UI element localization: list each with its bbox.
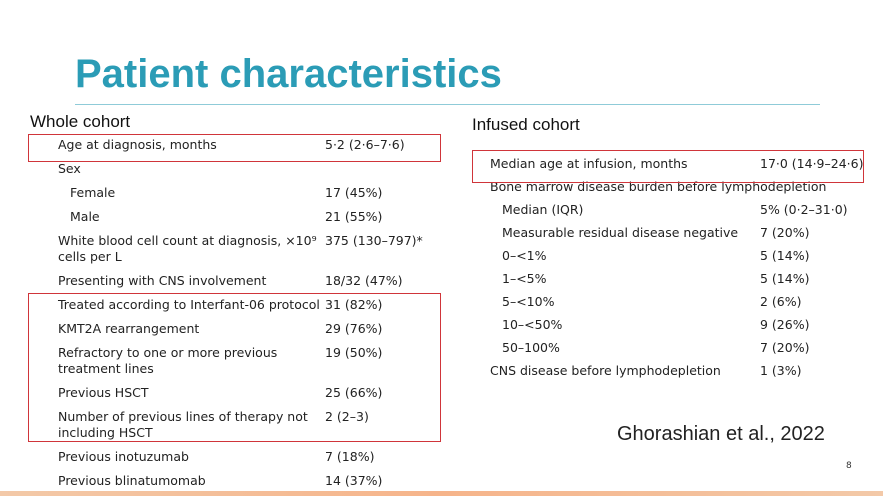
table-row: 50–100% 7 (20%) — [490, 336, 863, 359]
infused-cohort-table: Median age at infusion, months 17·0 (14·9… — [490, 152, 863, 382]
row-label: Measurable residual disease negative — [502, 225, 739, 240]
row-label: Sex — [58, 161, 81, 176]
citation: Ghorashian et al., 2022 — [617, 423, 825, 445]
row-value: 25 (66%) — [325, 385, 383, 400]
page-number: 8 — [846, 461, 852, 471]
table-row: Female 17 (45%) — [58, 181, 423, 205]
highlight-box — [28, 293, 441, 442]
row-value: 14 (37%) — [325, 473, 383, 488]
whole-cohort-table: Age at diagnosis, months 5·2 (2·6–7·6) Sex… — [58, 133, 423, 493]
row-value: 2 (2–3) — [325, 409, 369, 424]
table-row: Number of previous lines of therapy not … — [58, 405, 423, 445]
row-label: 0–<1% — [502, 248, 547, 263]
table-row: Male 21 (55%) — [58, 205, 423, 229]
row-label: Previous inotuzumab — [58, 449, 189, 464]
row-value: 5 (14%) — [760, 271, 810, 286]
row-label: 50–100% — [502, 340, 560, 355]
row-label: CNS disease before lymphodepletion — [490, 363, 721, 378]
row-label: KMT2A rearrangement — [58, 321, 200, 336]
row-label: Female — [70, 185, 116, 200]
divider — [75, 104, 820, 105]
row-label: Median age at infusion, months — [490, 156, 688, 171]
table-row: Measurable residual disease negative 7 (2… — [490, 221, 863, 244]
row-value: 29 (76%) — [325, 321, 383, 336]
table-row: Median (IQR) 5% (0·2–31·0) — [490, 198, 863, 221]
table-row: KMT2A rearrangement 29 (76%) — [58, 317, 423, 341]
row-value: 7 (20%) — [760, 225, 810, 240]
table-row: 0–<1% 5 (14%) — [490, 244, 863, 267]
row-value: 21 (55%) — [325, 209, 383, 224]
row-label: 5–<10% — [502, 294, 555, 309]
table-row: 5–<10% 2 (6%) — [490, 290, 863, 313]
table-row: White blood cell count at diagnosis, ×10… — [58, 229, 423, 269]
table-row: Previous HSCT 25 (66%) — [58, 381, 423, 405]
row-value: 7 (18%) — [325, 449, 375, 464]
row-value: 375 (130–797)* — [325, 233, 423, 248]
row-value: 5% (0·2–31·0) — [760, 202, 848, 217]
table-row: Previous inotuzumab 7 (18%) — [58, 445, 423, 469]
row-label: Number of previous lines of therapy not … — [58, 409, 308, 440]
table-row: Previous blinatumomab 14 (37%) — [58, 469, 423, 493]
table-row: 1–<5% 5 (14%) — [490, 267, 863, 290]
row-value: 31 (82%) — [325, 297, 383, 312]
row-label: Median (IQR) — [502, 202, 584, 217]
row-value: 1 (3%) — [760, 363, 802, 378]
table-row: Median age at infusion, months 17·0 (14·9… — [490, 152, 863, 175]
row-label: Male — [70, 209, 100, 224]
table-row: CNS disease before lymphodepletion 1 (3%) — [490, 359, 863, 382]
row-value: 9 (26%) — [760, 317, 810, 332]
heading: Infused cohort — [472, 115, 580, 134]
table-row: 10–<50% 9 (26%) — [490, 313, 863, 336]
row-label: White blood cell count at diagnosis, ×10… — [58, 233, 317, 264]
table-row: Presenting with CNS involvement 18/32 (47… — [58, 269, 423, 293]
row-value: 5·2 (2·6–7·6) — [325, 137, 405, 152]
row-label: 10–<50% — [502, 317, 563, 332]
highlight-box — [28, 134, 441, 162]
row-value: 17·0 (14·9–24·6) — [760, 156, 864, 171]
row-value: 18/32 (47%) — [325, 273, 403, 288]
row-label: Treated according to Interfant-06 protoc… — [58, 297, 320, 312]
row-value: 17 (45%) — [325, 185, 383, 200]
row-label: 1–<5% — [502, 271, 547, 286]
row-label: Previous HSCT — [58, 385, 149, 400]
title: Patient characteristics — [75, 52, 502, 96]
row-label: Age at diagnosis, months — [58, 137, 217, 152]
row-label: Presenting with CNS involvement — [58, 273, 267, 288]
row-value: 19 (50%) — [325, 345, 383, 360]
table-row: Treated according to Interfant-06 protoc… — [58, 293, 423, 317]
highlight-box — [472, 150, 864, 183]
row-value: 5 (14%) — [760, 248, 810, 263]
table-row: Sex — [58, 157, 423, 181]
heading: Whole cohort — [30, 112, 131, 131]
row-value: 7 (20%) — [760, 340, 810, 355]
row-label: Previous blinatumomab — [58, 473, 206, 488]
row-value: 2 (6%) — [760, 294, 802, 309]
table-row: Refractory to one or more previous treat… — [58, 341, 423, 381]
table-row: Age at diagnosis, months 5·2 (2·6–7·6) — [58, 133, 423, 157]
row-label: Refractory to one or more previous treat… — [58, 345, 278, 376]
